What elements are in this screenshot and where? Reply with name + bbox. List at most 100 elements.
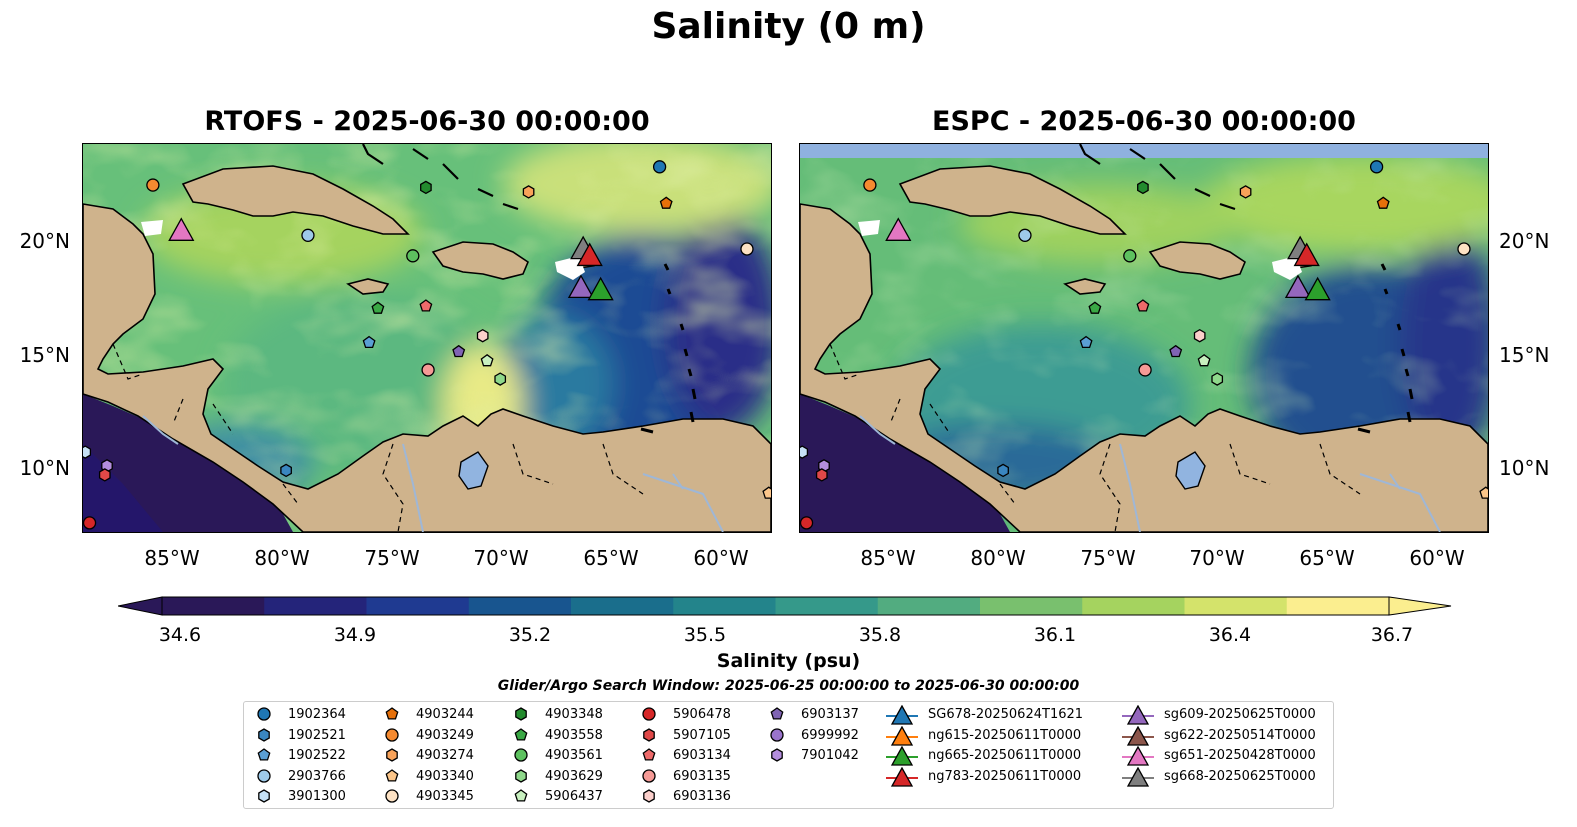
argo-float-marker <box>83 516 97 530</box>
lon-label-rtofs: 85°W <box>144 546 200 570</box>
glider-marker <box>1304 276 1331 301</box>
lat-label-right-10: 10°N <box>1499 456 1550 480</box>
legend-label: 5906478 <box>673 707 731 722</box>
glider-marker <box>168 217 195 241</box>
argo-float-marker <box>1239 185 1252 199</box>
colorbar-segment <box>1082 597 1186 615</box>
legend-label: SG678-20250624T1621 <box>928 707 1084 722</box>
legend-label: 4903561 <box>545 748 603 763</box>
legend-marker <box>514 748 528 762</box>
glider-marker <box>1284 274 1312 299</box>
legend-label: 3901300 <box>288 789 346 804</box>
legend-marker <box>643 727 655 742</box>
colorbar-tick: 34.9 <box>333 624 377 646</box>
lat-label-left-15: 15°N <box>19 343 70 367</box>
legend-marker <box>257 748 271 761</box>
legend-marker <box>257 707 271 721</box>
lat-label-left-20: 20°N <box>19 229 70 253</box>
argo-float-marker <box>1211 372 1224 386</box>
argo-float-marker <box>494 372 507 386</box>
argo-float-marker <box>419 299 433 312</box>
argo-float-marker <box>301 228 315 242</box>
lon-label-espc: 70°W <box>1189 546 1245 570</box>
legend-label: 5907105 <box>673 727 731 743</box>
legend-label: 4903348 <box>545 707 603 722</box>
argo-float-marker <box>1376 196 1390 209</box>
argo-float-marker <box>1123 249 1137 263</box>
lon-label-rtofs: 75°W <box>364 546 420 570</box>
argo-float-marker <box>1136 299 1150 312</box>
argo-float-marker <box>1193 328 1206 343</box>
argo-float-marker <box>406 249 420 263</box>
argo-float-marker <box>362 335 376 349</box>
lon-label-rtofs: 70°W <box>473 546 529 570</box>
lat-label-right-20: 20°N <box>1499 229 1550 253</box>
argo-float-marker <box>280 463 292 478</box>
argo-float-marker <box>1079 335 1093 349</box>
lon-label-espc: 65°W <box>1299 546 1355 570</box>
lon-label-rtofs: 80°W <box>254 546 310 570</box>
legend-marker <box>770 727 784 742</box>
espc-panel-title: ESPC - 2025-06-30 00:00:00 <box>932 106 1356 137</box>
lon-label-rtofs: 60°W <box>693 546 749 570</box>
glider-marker <box>1293 242 1320 267</box>
colorbar-segment <box>264 597 368 615</box>
argo-float-marker <box>83 445 92 459</box>
argo-float-marker <box>1137 180 1149 195</box>
glider-marker <box>885 217 912 241</box>
legend-label: 4903340 <box>416 768 474 784</box>
legend-marker <box>886 705 918 725</box>
colorbar-tick: 35.2 <box>508 624 552 646</box>
legend-marker <box>385 789 399 803</box>
legend-label: sg651-20250428T0000 <box>1164 748 1316 763</box>
legend-marker <box>886 766 918 787</box>
legend-marker <box>514 727 528 741</box>
espc-salinity-field <box>800 144 1488 532</box>
colorbar-tick: 35.5 <box>683 624 727 646</box>
argo-float-marker <box>1088 301 1102 314</box>
argo-float-marker <box>815 468 828 482</box>
argo-float-marker <box>1369 160 1384 174</box>
legend-label: 1902521 <box>288 727 346 743</box>
argo-float-marker <box>1138 363 1152 377</box>
colorbar-segment <box>673 597 777 615</box>
lon-label-espc: 60°W <box>1409 546 1465 570</box>
legend-label: 6999992 <box>801 727 859 743</box>
legend-marker <box>642 748 656 761</box>
argo-float-marker <box>863 178 877 192</box>
argo-float-marker <box>420 180 432 195</box>
argo-float-marker <box>480 353 494 367</box>
legend-marker <box>386 748 398 762</box>
argo-float-marker <box>762 486 771 499</box>
legend-marker <box>515 707 527 721</box>
argo-float-marker <box>522 185 535 199</box>
legend-label: sg609-20250625T0000 <box>1164 707 1316 722</box>
colorbar-label: Salinity (psu) <box>716 650 861 672</box>
legend-marker <box>258 789 270 803</box>
glider-marker <box>567 274 595 299</box>
rtofs-panel-title: RTOFS - 2025-06-30 00:00:00 <box>204 106 650 137</box>
legend-label: ng665-20250611T0000 <box>928 748 1082 763</box>
argo-float-marker <box>1197 353 1211 367</box>
lon-label-espc: 80°W <box>970 546 1026 570</box>
legend-label: 1902364 <box>288 707 346 722</box>
argo-float-marker <box>421 363 435 377</box>
lon-label-rtofs: 65°W <box>583 546 639 570</box>
legend-marker <box>1122 705 1154 725</box>
argo-float-marker <box>997 463 1009 478</box>
salinity-colorbar <box>118 596 1452 616</box>
colorbar-segment <box>877 597 981 615</box>
legend-label: 4903274 <box>416 748 474 763</box>
lon-label-espc: 85°W <box>860 546 916 570</box>
figure-title: Salinity (0 m) <box>651 6 926 47</box>
argo-float-marker <box>800 445 809 459</box>
argo-float-marker <box>146 178 160 192</box>
colorbar-tick: 36.4 <box>1208 624 1252 646</box>
search-window-text: Glider/Argo Search Window: 2025-06-25 00… <box>497 678 1080 694</box>
colorbar-tick: 34.6 <box>158 624 202 646</box>
legend-label: 7901042 <box>801 748 859 763</box>
argo-float-marker <box>1479 486 1488 499</box>
legend-marker <box>258 727 270 742</box>
colorbar-segment <box>775 597 879 615</box>
argo-float-marker <box>659 196 673 209</box>
